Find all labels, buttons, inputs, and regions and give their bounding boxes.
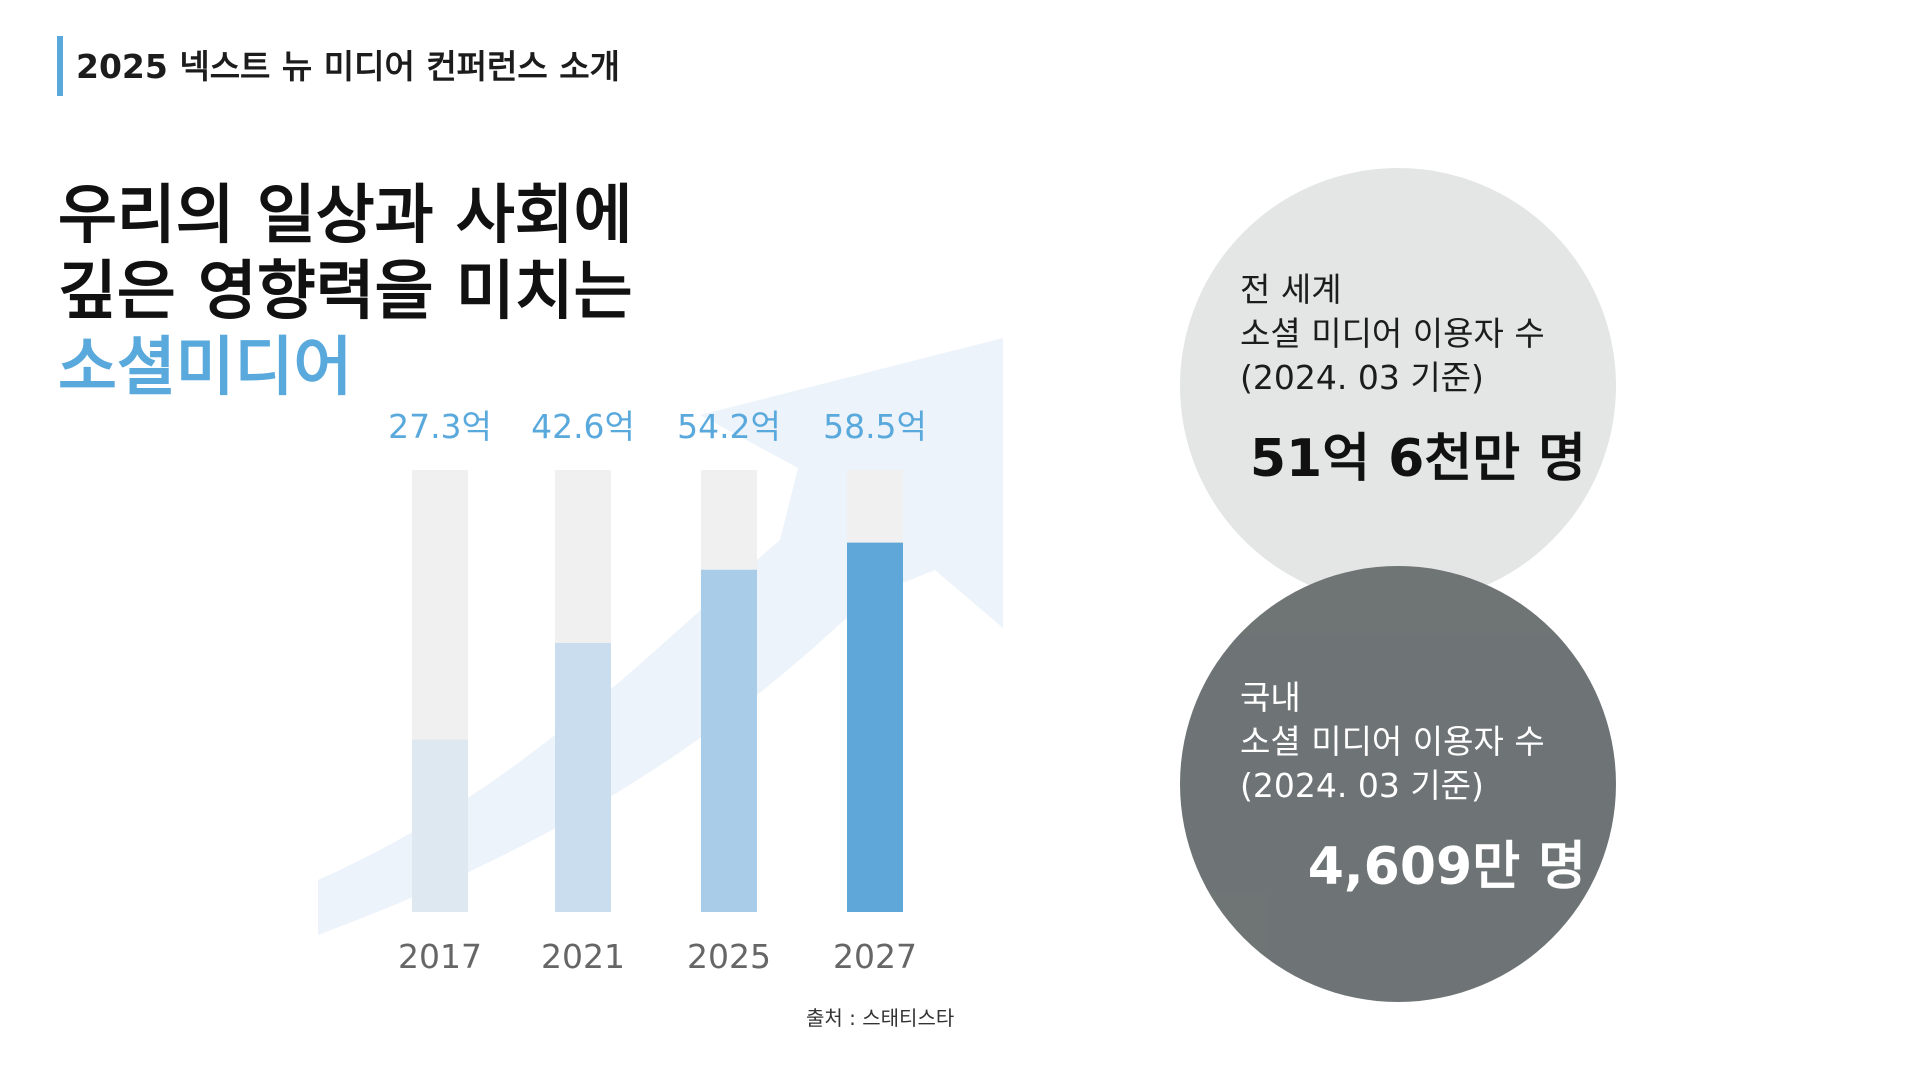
bar-2025 <box>701 569 757 912</box>
growth-arrow-graphic <box>318 338 1003 935</box>
x-tick-label-2017: 2017 <box>398 937 482 976</box>
world-users-caption: 전 세계 소셜 미디어 이용자 수 (2024. 03 기준) <box>1240 268 1545 400</box>
page-header-title: 2025 넥스트 뉴 미디어 컨퍼런스 소개 <box>76 47 620 86</box>
bar-2027 <box>847 542 903 912</box>
world-users-value: 51억 6천만 명 <box>1249 429 1586 489</box>
korea-date-label: (2024. 03 기준) <box>1240 766 1484 805</box>
world-scope-label: 전 세계 <box>1240 270 1342 309</box>
x-tick-label-2025: 2025 <box>687 937 771 976</box>
world-date-label: (2024. 03 기준) <box>1240 358 1484 397</box>
world-metric-label: 소셜 미디어 이용자 수 <box>1240 314 1545 353</box>
value-label-2017: 27.3억 <box>388 407 492 446</box>
headline-line-3: 소셜미디어 <box>58 331 353 405</box>
world-users-circle: 전 세계 소셜 미디어 이용자 수 (2024. 03 기준) 51억 6천만 … <box>1180 168 1616 604</box>
x-tick-label-2021: 2021 <box>541 937 625 976</box>
korea-users-value: 4,609만 명 <box>1307 837 1586 897</box>
korea-scope-label: 국내 <box>1240 678 1301 717</box>
korea-users-caption: 국내 소셜 미디어 이용자 수 (2024. 03 기준) <box>1240 676 1545 808</box>
bar-2017 <box>412 739 468 912</box>
headline-line-1: 우리의 일상과 사회에 <box>58 179 633 253</box>
value-label-2027: 58.5억 <box>823 407 927 446</box>
headline: 우리의 일상과 사회에 깊은 영향력을 미치는 소셜미디어 <box>58 178 632 406</box>
x-tick-label-2027: 2027 <box>833 937 917 976</box>
korea-metric-label: 소셜 미디어 이용자 수 <box>1240 722 1545 761</box>
header-accent-bar <box>57 36 63 96</box>
value-label-2021: 42.6억 <box>531 407 635 446</box>
source-note: 출처 : 스태티스타 <box>806 1006 955 1030</box>
headline-line-2: 깊은 영향력을 미치는 <box>58 255 633 329</box>
bar-2021 <box>555 643 611 912</box>
korea-users-circle: 국내 소셜 미디어 이용자 수 (2024. 03 기준) 4,609만 명 <box>1180 566 1616 1002</box>
value-label-2025: 54.2억 <box>677 407 781 446</box>
